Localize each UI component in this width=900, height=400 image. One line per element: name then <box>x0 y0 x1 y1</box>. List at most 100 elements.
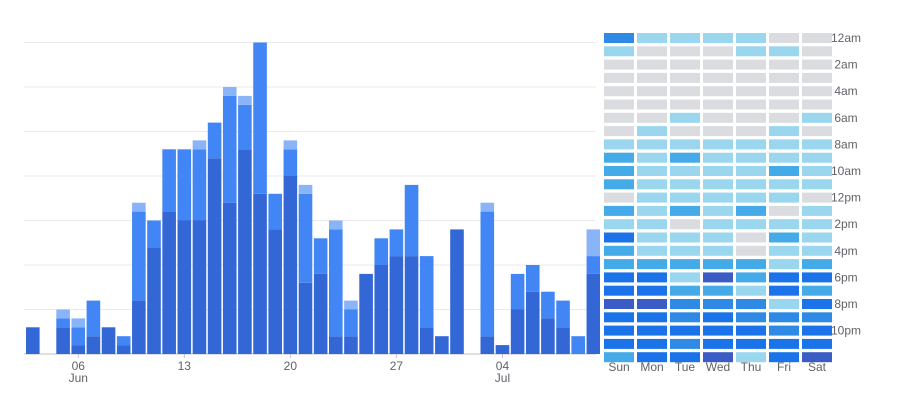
heatmap-cell <box>670 205 700 216</box>
heatmap-cell <box>703 46 733 57</box>
day-label: Thu <box>741 360 762 374</box>
bar-segment <box>86 300 101 337</box>
bar-segment <box>192 140 207 150</box>
bar-segment <box>419 327 434 354</box>
hour-label: 6pm <box>834 270 857 284</box>
day-label: Tue <box>675 360 696 374</box>
heatmap-cell <box>604 245 634 256</box>
bar-segment <box>404 184 419 257</box>
heatmap-cell <box>670 99 700 110</box>
heatmap-cell <box>769 166 799 176</box>
heatmap-cell <box>736 338 766 349</box>
heatmap-cell <box>769 245 799 256</box>
bar-segment <box>283 140 298 150</box>
bar-x-axis: 06Jun13202704Jul11 <box>69 354 510 385</box>
x-tick-month: Jun <box>69 371 88 385</box>
bar-segment <box>222 87 237 96</box>
heatmap-cell <box>736 285 766 296</box>
heatmap-cell <box>703 33 733 43</box>
heatmap-cell <box>736 325 766 336</box>
bar-segment <box>525 265 540 292</box>
x-tick-label: 27 <box>390 359 404 373</box>
heatmap-cell <box>736 232 766 243</box>
heatmap-cell <box>670 272 700 283</box>
heatmap-cell <box>703 245 733 256</box>
bar-segment <box>283 176 298 354</box>
bar-segment <box>298 193 313 283</box>
heatmap-cell <box>703 259 733 270</box>
heatmap-cell <box>604 192 634 203</box>
heatmap-cell <box>736 219 766 230</box>
heatmap-cell <box>703 59 733 70</box>
heatmap-cell <box>736 179 766 190</box>
heatmap-cell <box>637 179 667 190</box>
bar-segment <box>268 193 282 230</box>
heatmap-cell <box>802 285 832 296</box>
heatmap-cell <box>670 245 700 256</box>
heatmap-cell <box>769 152 799 163</box>
heatmap-cell <box>703 112 733 123</box>
heatmap-cell <box>802 272 832 283</box>
heatmap-cell <box>703 152 733 163</box>
heatmap-cell <box>703 139 733 150</box>
heatmap-cell <box>703 352 733 363</box>
heatmap-cell <box>670 72 700 83</box>
bar-segment <box>344 336 358 354</box>
bar-segment <box>71 345 86 354</box>
heatmap-cell <box>670 312 700 323</box>
heatmap-cell <box>637 99 667 110</box>
hour-label: 12am <box>831 31 861 45</box>
heatmap-cell <box>802 166 832 176</box>
bar-segment <box>329 336 343 354</box>
bar-segment <box>510 273 525 310</box>
heatmap-cell <box>769 219 799 230</box>
bar-segment <box>192 220 207 354</box>
heatmap-cell <box>637 152 667 163</box>
heatmap-cell <box>769 232 799 243</box>
bar-segment <box>177 220 192 354</box>
heatmap-cell <box>769 86 799 97</box>
bar-segment <box>586 229 600 257</box>
heatmap-cell <box>703 312 733 323</box>
heatmap-cell <box>736 99 766 110</box>
bar-segment <box>86 336 101 354</box>
bar-segment <box>480 202 495 212</box>
heatmap-cell <box>736 46 766 57</box>
heatmap-cell <box>670 86 700 97</box>
day-label: Sat <box>808 360 827 374</box>
x-tick-label: 04 <box>496 359 510 373</box>
heatmap-cell <box>769 46 799 57</box>
hour-label: 6am <box>834 111 857 125</box>
bar-segment <box>207 122 222 159</box>
day-label: Mon <box>640 360 663 374</box>
heatmap-cell <box>670 166 700 176</box>
heatmap-cell <box>670 179 700 190</box>
bar-segment <box>525 291 540 354</box>
heatmap-cell <box>637 325 667 336</box>
heatmap-cell <box>802 179 832 190</box>
hour-label: 2pm <box>834 217 857 231</box>
heatmap-cell <box>736 126 766 137</box>
heatmap-cell <box>736 72 766 83</box>
heatmap-cell <box>802 59 832 70</box>
heatmap-cell <box>637 166 667 176</box>
heatmap-cell <box>670 59 700 70</box>
day-label: Wed <box>706 360 730 374</box>
heatmap-cell <box>769 285 799 296</box>
heatmap-cell <box>637 259 667 270</box>
bar-segment <box>177 149 192 221</box>
bar-segment <box>56 327 70 354</box>
bar-segment <box>510 309 525 354</box>
hour-label: 4am <box>834 84 857 98</box>
heatmap-cell <box>703 72 733 83</box>
heatmap-cell <box>637 219 667 230</box>
heatmap-cell <box>670 126 700 137</box>
heatmap-cell <box>802 299 832 309</box>
heatmap-cell <box>736 139 766 150</box>
bar-segment <box>344 309 358 337</box>
heatmap-cell <box>604 352 634 363</box>
bar-segment <box>268 229 282 354</box>
heatmap-cell <box>670 352 700 363</box>
heatmap-cell <box>637 232 667 243</box>
heatmap-cell <box>670 232 700 243</box>
